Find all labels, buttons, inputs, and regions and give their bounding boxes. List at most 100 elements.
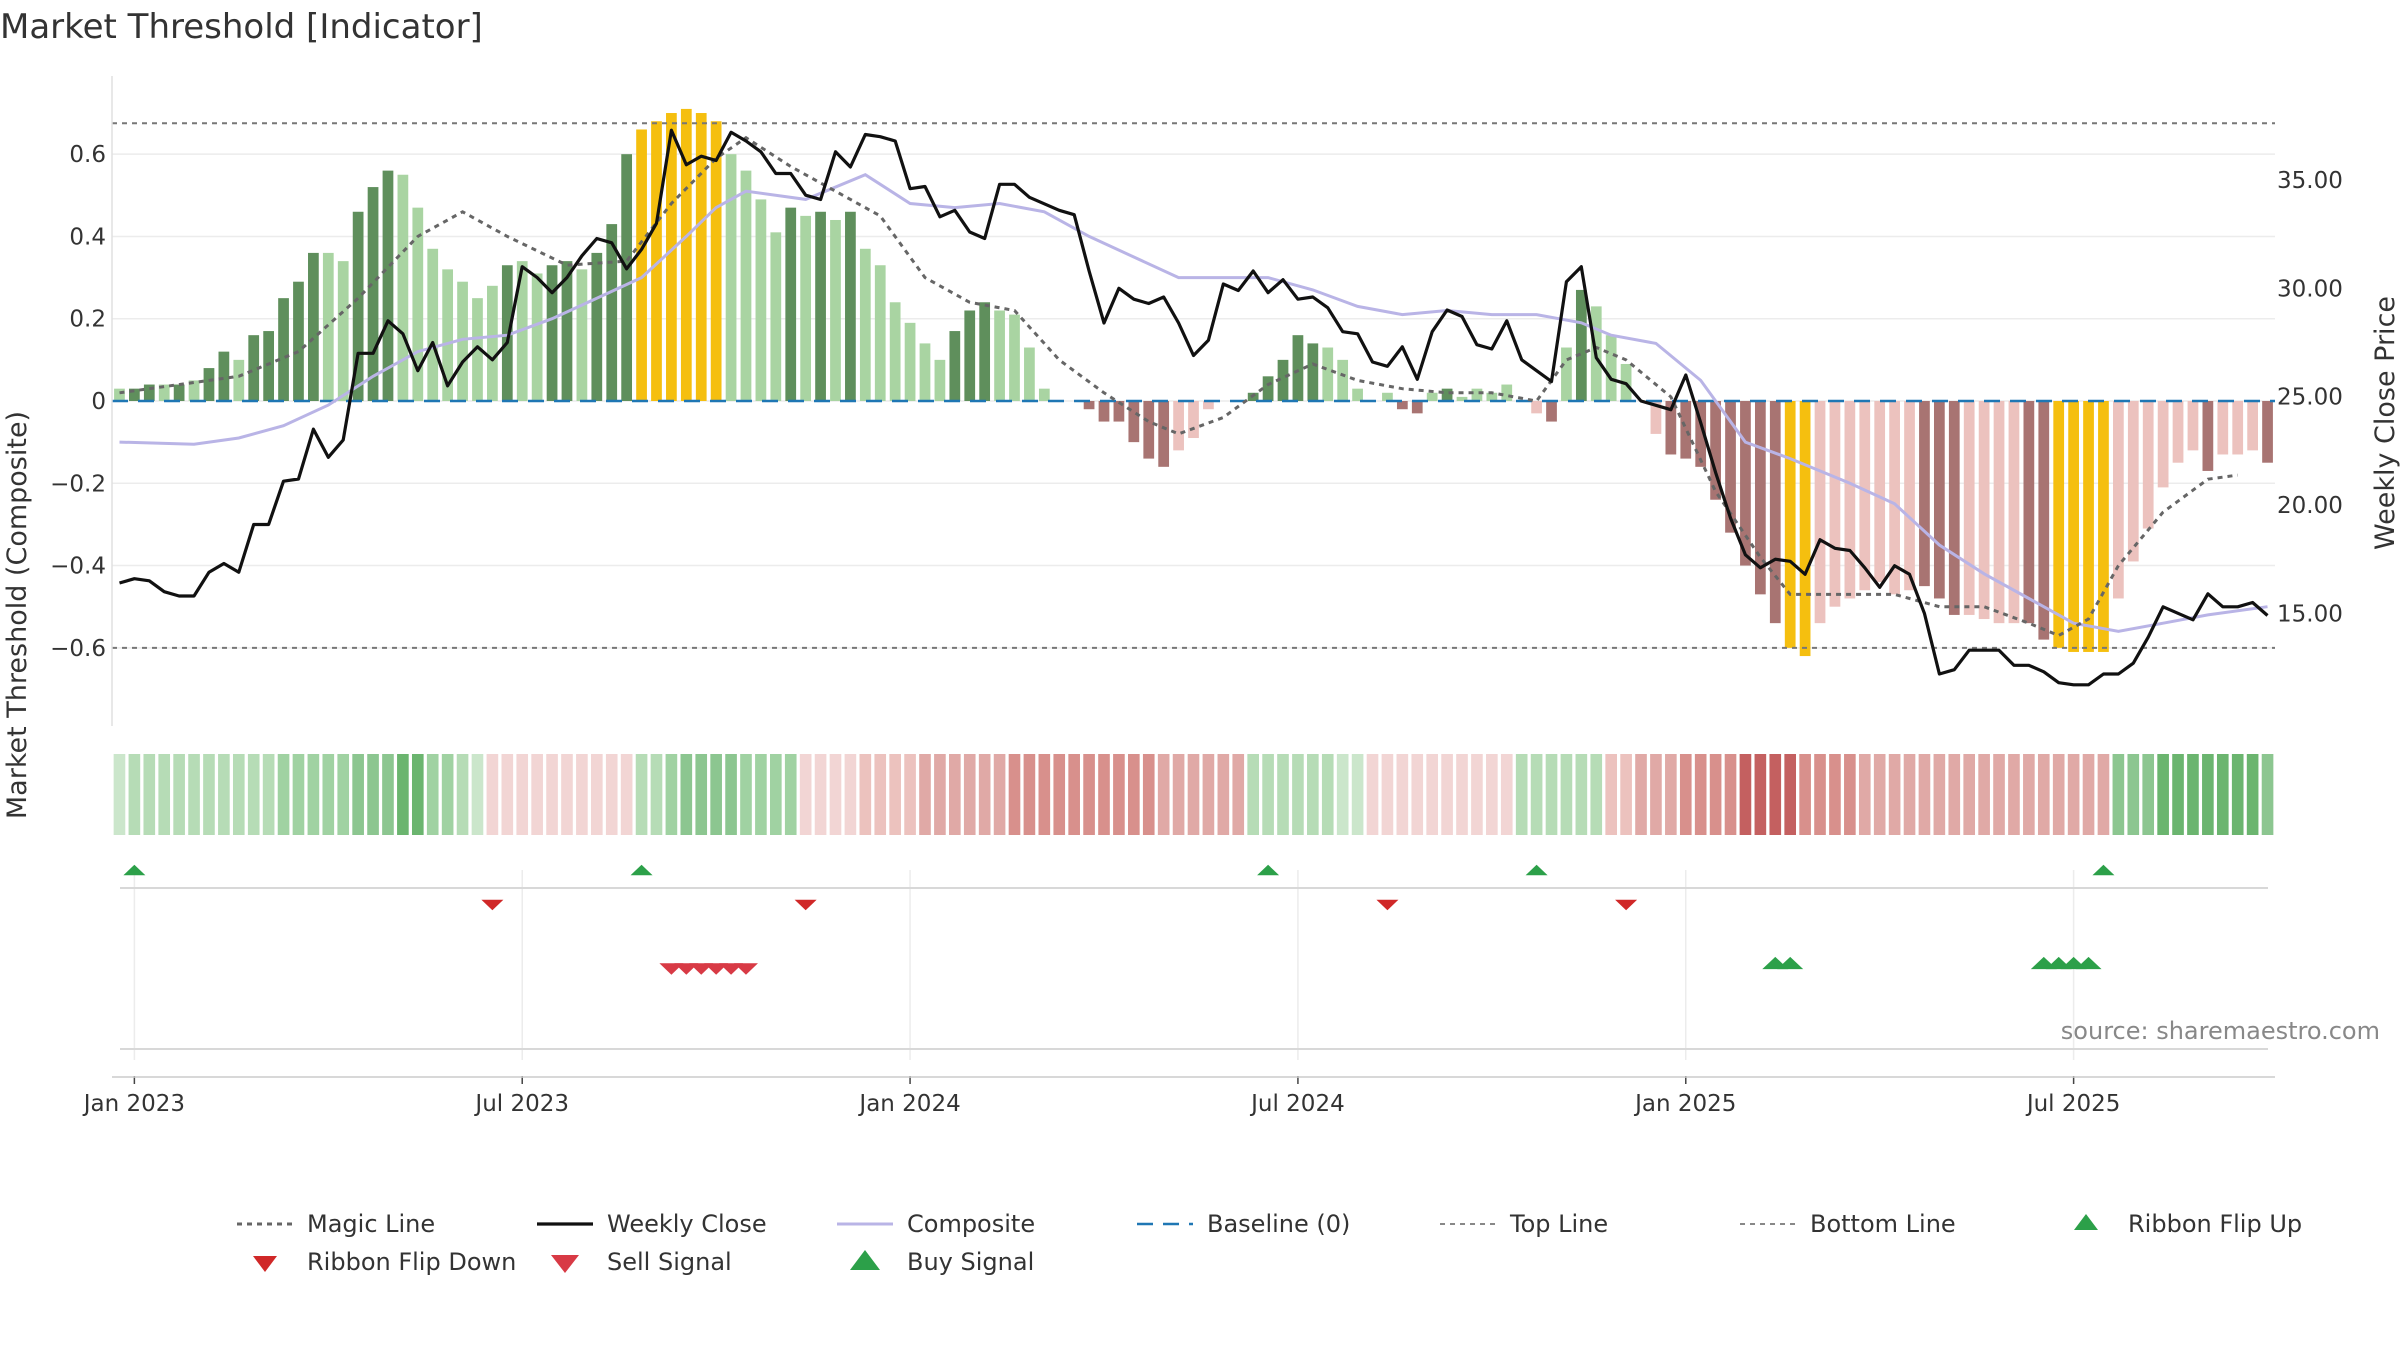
y-tick-label: 0 [91,389,106,415]
reference-lines [112,122,2275,649]
x-tick-label: Jul 2023 [473,1091,569,1117]
ribbon-cell [471,754,484,835]
ribbon-cell [1650,754,1662,835]
composite-bar [1695,401,1707,467]
composite-bar [1396,401,1408,410]
ribbon-cell [2231,754,2244,835]
composite-bar [1158,401,1170,467]
ribbon-cell [1053,754,1066,835]
composite-bar [1919,401,1930,587]
ribbon-cell [1232,754,1245,835]
ribbon-cell [904,754,916,835]
ribbon-cell [620,754,633,835]
composite-bar [218,351,230,401]
ribbon-cell [874,754,887,835]
ribbon-cell [1605,754,1618,835]
composite-bar [278,298,289,401]
y2-axis-label: Weekly Close Price [2370,296,2400,550]
ribbon-flip-down-marker [1615,899,1638,911]
composite-bar [2157,401,2169,488]
ribbon-cell [665,754,678,835]
ribbon-cell [247,754,260,835]
ribbon-cell [919,754,931,835]
composite-bar [1605,335,1617,401]
ribbon-cell [397,754,409,835]
composite-bar [800,215,812,401]
composite-bar [1009,314,1020,401]
composite-bars [114,108,2273,657]
ribbon-cell [2157,754,2169,835]
composite-bar [2172,401,2184,463]
y-tick-label: 0.6 [69,142,106,168]
composite-bar [1650,401,1662,434]
ribbon-cell [2112,754,2125,835]
ribbon-cell [2037,754,2050,835]
ribbon-flip-down-marker [481,899,504,911]
composite-bar [248,335,260,401]
legend-label: Baseline (0) [1207,1210,1350,1238]
composite-bar [114,388,125,401]
composite-bar [1411,401,1423,414]
legend-swatch [253,1256,277,1272]
ribbon-cell [2082,754,2095,835]
composite-bar [2038,401,2050,640]
composite-bar [1501,384,1513,401]
ribbon-cell [1560,754,1573,835]
ribbon-cell [740,754,752,835]
y-axis-label: Market Threshold (Composite) [2,411,33,819]
ribbon-cell [426,754,439,835]
legend-label: Composite [907,1210,1035,1238]
ribbon-cell [232,754,245,835]
composite-bar [1740,401,1751,566]
ribbon-cell [158,754,171,835]
y2-tick-label: 35.00 [2277,168,2343,194]
composite-bar [874,265,886,401]
legend-item: Bottom Line [1740,1210,1956,1238]
composite-bar [2127,401,2139,562]
y2-tick-label: 15.00 [2277,601,2343,627]
ribbon-cell [1381,754,1394,835]
composite-bar [158,384,170,401]
composite-bar [143,384,155,401]
ribbon-cell [2023,754,2035,835]
composite-bar [561,261,573,401]
legend-item: Weekly Close [537,1210,767,1238]
ribbon-cell [993,754,1006,835]
signal-markers [123,864,2115,975]
ribbon-cell [1202,754,1215,835]
composite-bar [501,265,513,401]
composite-bar [397,174,409,401]
composite-bar [1486,392,1498,401]
ribbon-cell [1724,754,1737,835]
composite-bar [1829,401,1841,607]
composite-bar [2187,401,2199,451]
ribbon-cell [1978,754,1990,835]
series-lines [119,128,2269,687]
ribbon-cell [1784,754,1797,835]
ribbon-cell [1008,754,1021,835]
ribbon-cell [1993,754,2005,835]
composite-bar [1575,289,1587,401]
composite-bar [487,285,498,401]
composite-bar [994,310,1005,401]
composite-bar [322,252,334,401]
composite-bar [1024,347,1035,401]
ribbon-cell [2142,754,2155,835]
y-tick-label: −0.4 [50,554,106,580]
x-tick-label: Jan 2024 [857,1091,960,1117]
composite-bar [1382,392,1393,401]
ribbon-cell [635,754,648,835]
legend: Magic Line Weekly Close Composite Baseline … [237,1210,2302,1276]
ribbon-cell [382,754,394,835]
buy-signal-marker [2075,956,2102,970]
ribbon-cell [1277,754,1289,835]
ribbon-cell [1590,754,1603,835]
composite-bar [770,232,782,401]
ribbon-cell [1366,754,1379,835]
ribbon-cell [1471,754,1483,835]
ribbon-cell [113,754,126,835]
composite-bar [1844,401,1856,599]
composite-bar [233,359,245,401]
composite-bar [606,224,618,401]
legend-item: Ribbon Flip Down [253,1248,516,1276]
